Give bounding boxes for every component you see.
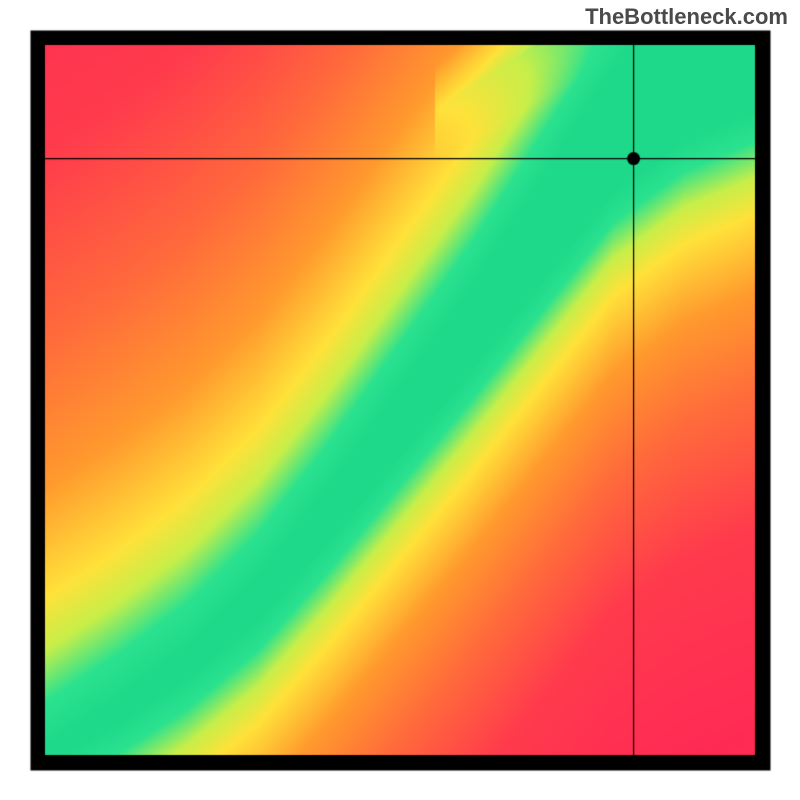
- bottleneck-heatmap-canvas: [0, 0, 800, 800]
- chart-container: TheBottleneck.com: [0, 0, 800, 800]
- attribution-text: TheBottleneck.com: [585, 4, 788, 30]
